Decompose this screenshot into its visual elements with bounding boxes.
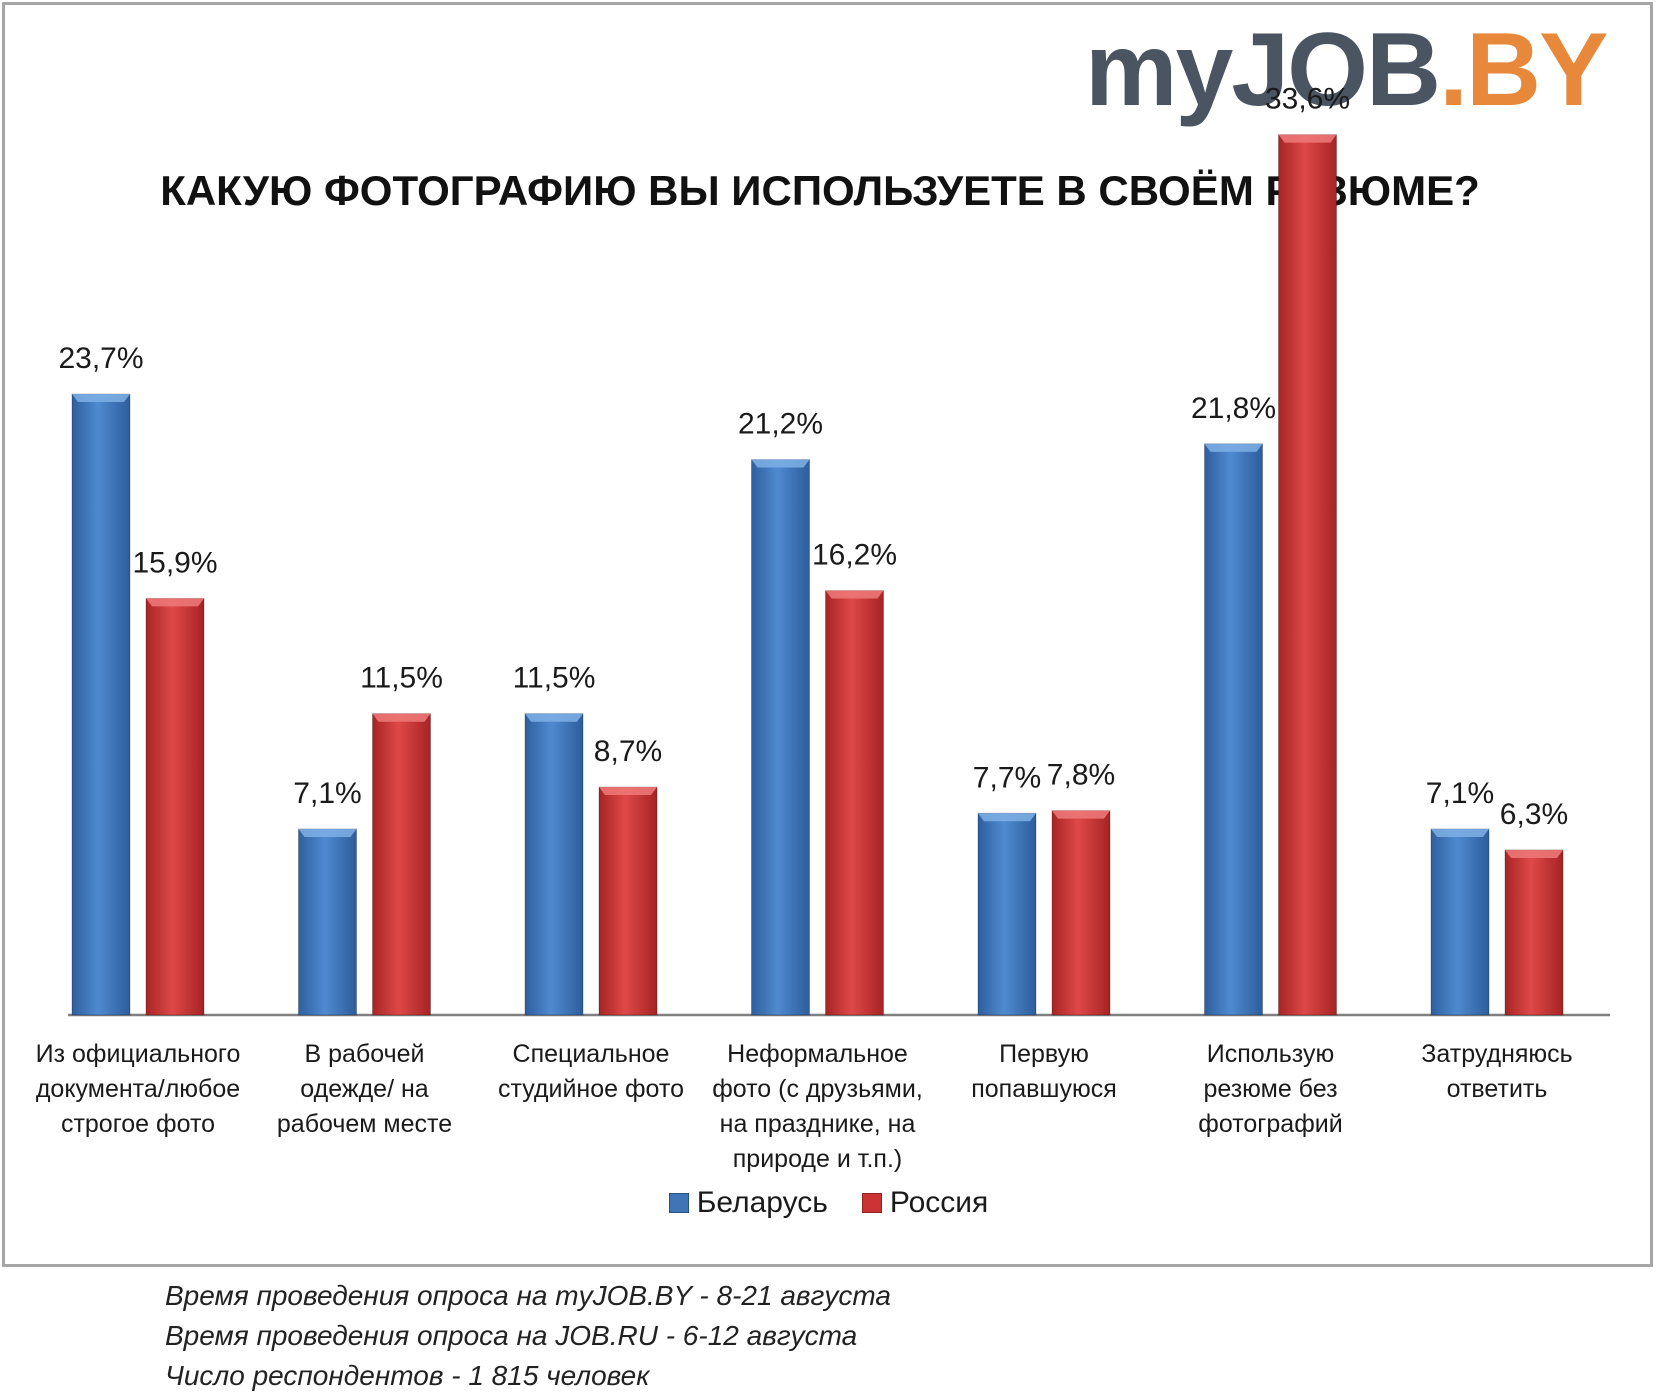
data-label-russia-4: 16,2% — [812, 539, 897, 572]
category-label-1: Из официального документа/любое строгое фо… — [36, 1040, 241, 1138]
bar-russia-3 — [598, 786, 658, 1016]
bar-belarus-5 — [977, 812, 1037, 1016]
category-label-line: строгое фото — [61, 1110, 215, 1138]
bar-cap-russia-4 — [825, 590, 884, 599]
data-label-belarus-3: 11,5% — [513, 662, 596, 695]
data-label-belarus-7: 7,1% — [1426, 777, 1494, 810]
data-label-belarus-4: 21,2% — [738, 408, 823, 441]
category-label-line: документа/любое — [36, 1075, 240, 1103]
bar-cap-belarus-1 — [72, 394, 130, 403]
bar-cap-russia-7 — [1505, 849, 1563, 858]
legend-swatch-belarus — [668, 1193, 689, 1213]
category-label-line: одежде/ на — [300, 1075, 428, 1103]
note-line: Время проведения опроса на myJOB.BY - 8-… — [165, 1280, 891, 1311]
legend-item-russia: Россия — [861, 1186, 989, 1220]
bar-chart: 23,7% 15,9% 7,1% 11,5% 11,5% 8,7% 21,2% 16,2% 7,… — [36, 83, 1610, 1173]
category-label-line: Использую — [1207, 1040, 1334, 1068]
category-label-line: В рабочей — [305, 1040, 425, 1068]
data-label-belarus-5: 7,7% — [973, 761, 1041, 794]
category-label-3: Специальное студийное фото — [498, 1040, 684, 1103]
category-label-2: В рабочей одежде/ на рабочем месте — [277, 1040, 452, 1138]
data-label-belarus-6: 21,8% — [1191, 392, 1276, 425]
bar-belarus-3 — [524, 713, 584, 1016]
data-label-belarus-2: 7,1% — [293, 777, 361, 810]
category-label-line: природе и т.п.) — [733, 1145, 902, 1173]
bar-cap-belarus-6 — [1204, 443, 1263, 452]
note-line: Время проведения опроса на JOB.RU - 6-12… — [165, 1320, 858, 1351]
bar-cap-belarus-2 — [298, 828, 357, 837]
legend-label-belarus: Беларусь — [696, 1186, 828, 1219]
bar-cap-belarus-4 — [751, 459, 810, 468]
bar-cap-belarus-5 — [978, 813, 1036, 822]
data-label-russia-6: 33,6% — [1265, 83, 1350, 116]
bar-cap-russia-3 — [599, 787, 657, 796]
legend-item-belarus: Беларусь — [668, 1186, 828, 1220]
data-label-russia-5: 7,8% — [1047, 759, 1115, 792]
category-label-line: фотографий — [1198, 1110, 1342, 1138]
bar-cap-russia-6 — [1278, 134, 1337, 143]
chart-title: КАКУЮ ФОТОГРАФИЮ ВЫ ИСПОЛЬЗУЕТЕ В СВОЁМ … — [160, 167, 1480, 214]
bar-russia-1 — [145, 597, 205, 1016]
bar-russia-7 — [1504, 849, 1564, 1016]
bar-belarus-6 — [1204, 443, 1263, 1016]
bar-russia-5 — [1051, 810, 1111, 1016]
logo-main: myJOB — [1085, 12, 1441, 128]
data-label-russia-1: 15,9% — [132, 546, 217, 579]
bar-cap-belarus-3 — [525, 713, 583, 722]
chart-legend: Беларусь Россия — [0, 1186, 1657, 1220]
survey-notes: Время проведения опроса на myJOB.BY - 8-… — [165, 1276, 891, 1396]
bar-cap-belarus-7 — [1431, 828, 1489, 837]
legend-swatch-russia — [861, 1193, 882, 1213]
legend-label-russia: Россия — [889, 1186, 989, 1219]
category-label-line: Затрудняюсь — [1421, 1040, 1572, 1068]
myjob-logo: myJOB.BY — [1085, 18, 1609, 122]
bar-russia-6 — [1278, 134, 1337, 1016]
bar-russia-2 — [372, 713, 431, 1016]
category-label-line: попавшуюся — [971, 1075, 1117, 1103]
data-label-russia-7: 6,3% — [1500, 798, 1568, 831]
category-label-line: студийное фото — [498, 1075, 684, 1103]
category-label-line: Неформальное — [727, 1040, 908, 1068]
logo-accent: .BY — [1439, 12, 1608, 128]
category-label-line: Первую — [999, 1040, 1089, 1068]
bar-belarus-4 — [751, 459, 810, 1016]
data-label-russia-2: 11,5% — [360, 662, 443, 695]
category-label-5: Первую попавшуюся — [971, 1040, 1117, 1103]
category-label-line: ответить — [1447, 1075, 1548, 1103]
category-label-4: Неформальное фото (с друзьями, на праздник… — [712, 1040, 923, 1173]
category-label-line: Из официального — [36, 1040, 241, 1068]
category-label-6: Использую резюме без фотографий — [1198, 1040, 1342, 1138]
category-label-line: резюме без — [1203, 1075, 1337, 1103]
bar-cap-russia-1 — [146, 598, 204, 607]
bar-russia-4 — [825, 590, 884, 1016]
bar-cap-russia-2 — [372, 713, 431, 722]
bar-belarus-1 — [71, 393, 131, 1016]
category-label-line: рабочем месте — [277, 1110, 452, 1138]
category-label-line: фото (с друзьями, — [712, 1075, 923, 1103]
note-line: Число респондентов - 1 815 человек — [165, 1360, 650, 1391]
bar-belarus-7 — [1430, 828, 1490, 1016]
data-label-russia-3: 8,7% — [594, 735, 662, 768]
category-label-7: Затрудняюсь ответить — [1421, 1040, 1572, 1103]
category-label-line: Специальное — [513, 1040, 670, 1068]
bar-cap-russia-5 — [1052, 810, 1110, 819]
bar-belarus-2 — [298, 828, 357, 1016]
category-label-line: на празднике, на — [720, 1110, 916, 1138]
data-label-belarus-1: 23,7% — [58, 342, 143, 375]
